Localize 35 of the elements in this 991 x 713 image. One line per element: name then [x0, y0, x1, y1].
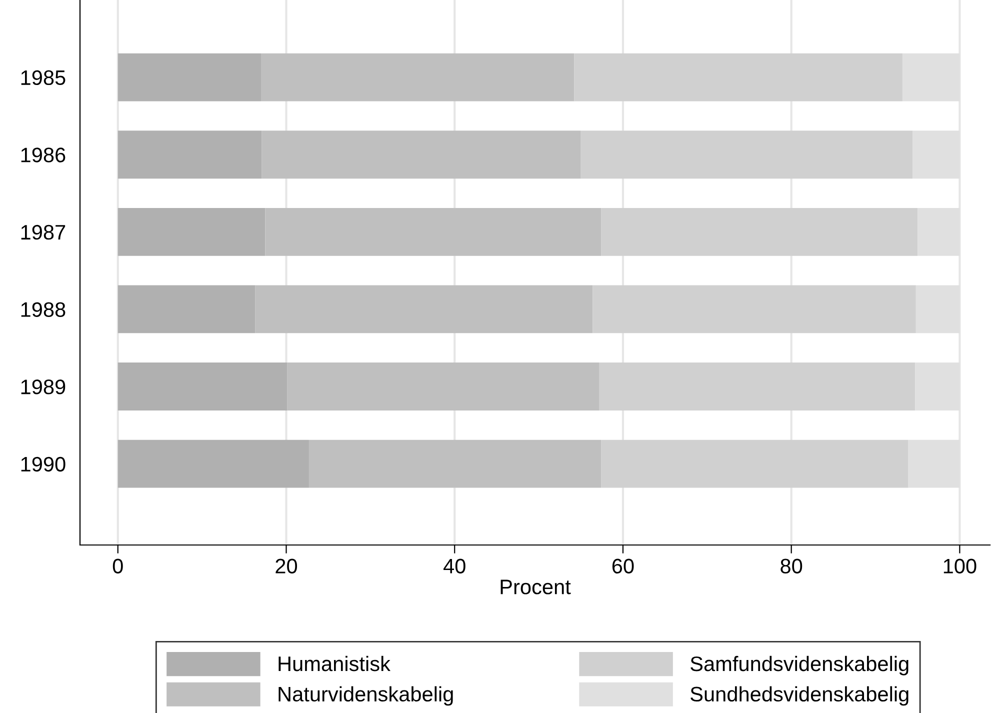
- legend-label: Naturvidenskabelig: [278, 686, 453, 706]
- bar: [592, 285, 916, 334]
- x-tick-label: 60: [612, 558, 634, 574]
- x-tick-label: 0: [112, 558, 123, 574]
- bar: [601, 208, 918, 256]
- bar: [580, 130, 913, 179]
- x-axis-title: Procent: [500, 580, 571, 594]
- bar: [118, 362, 288, 410]
- y-tick-label: 1988: [21, 302, 66, 317]
- bar: [574, 53, 902, 102]
- legend-label: Samfundsvidenskabelig: [690, 656, 908, 676]
- legend-label: Sundhedsvidenskabelig: [690, 686, 908, 706]
- bar: [118, 440, 309, 488]
- bar: [118, 53, 261, 102]
- bar: [118, 208, 266, 256]
- legend-label: Humanistisk: [278, 656, 390, 672]
- bar: [601, 440, 908, 488]
- y-tick-label: 1986: [21, 148, 66, 162]
- bar: [599, 362, 916, 410]
- x-tick-label: 100: [944, 558, 976, 574]
- x-tick-label: 40: [444, 558, 466, 574]
- y-tick-label: 1987: [21, 224, 66, 240]
- y-tick-label: 1985: [21, 70, 66, 86]
- x-tick-label: 80: [780, 558, 802, 574]
- y-tick-label: 1990: [21, 456, 66, 472]
- bar: [118, 130, 262, 179]
- bar: [118, 285, 256, 334]
- bar: [260, 53, 574, 102]
- y-tick-label: 1989: [21, 380, 66, 394]
- bar: [265, 208, 602, 256]
- bar: [262, 130, 581, 179]
- bar: [255, 285, 593, 334]
- bar: [308, 440, 602, 488]
- x-tick-label: 20: [276, 558, 298, 574]
- bar: [287, 362, 600, 410]
